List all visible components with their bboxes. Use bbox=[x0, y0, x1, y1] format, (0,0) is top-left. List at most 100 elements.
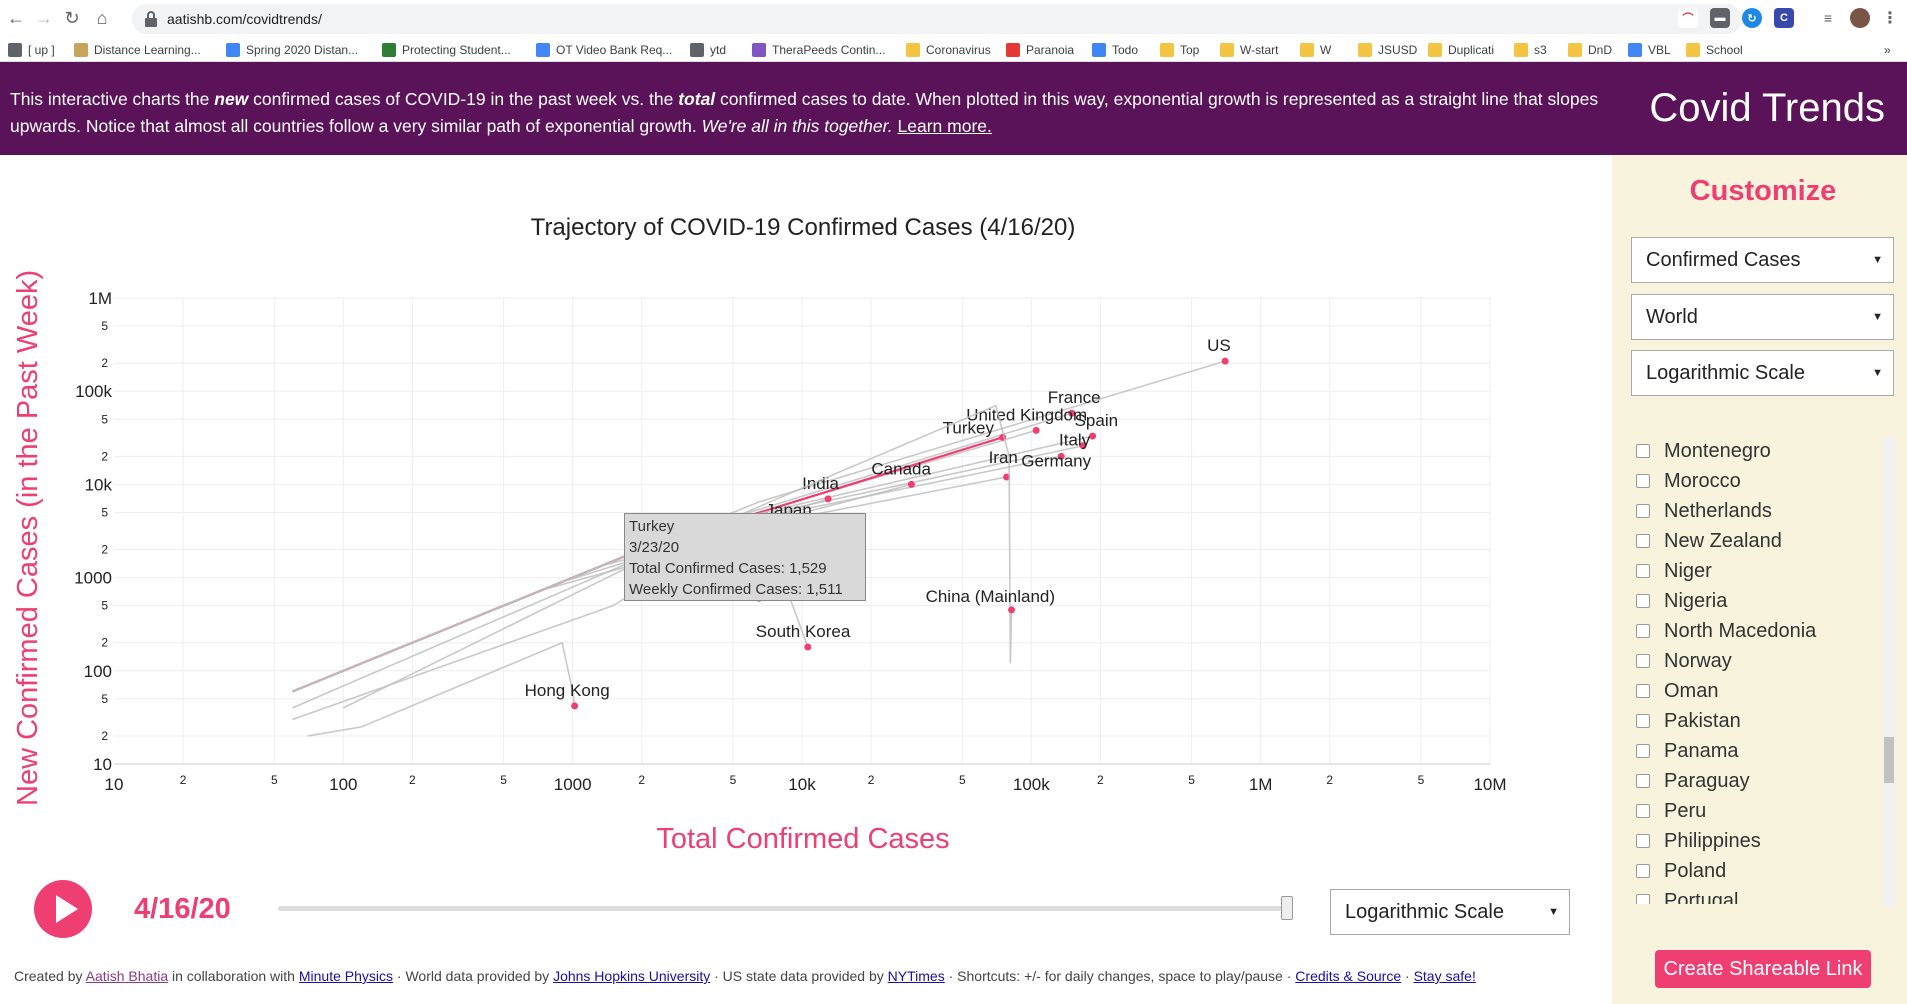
bookmark-item[interactable]: Top bbox=[1160, 41, 1199, 59]
back-icon[interactable]: ← bbox=[7, 7, 25, 28]
bookmark-icon bbox=[8, 43, 22, 57]
extension-c-icon[interactable]: C bbox=[1774, 8, 1794, 28]
country-item[interactable]: New Zealand bbox=[1636, 526, 1891, 556]
stay-safe-link[interactable]: Stay safe! bbox=[1413, 968, 1476, 984]
country-list-scrollbar[interactable] bbox=[1882, 437, 1896, 907]
country-item[interactable]: Poland bbox=[1636, 856, 1891, 886]
bookmark-label: OT Video Bank Req... bbox=[556, 43, 673, 57]
date-slider-thumb[interactable] bbox=[1281, 896, 1293, 920]
bookmark-item[interactable]: Duplicati bbox=[1428, 41, 1494, 59]
bookmark-item[interactable]: s3 bbox=[1514, 41, 1547, 59]
country-label: Morocco bbox=[1664, 469, 1741, 492]
country-item[interactable]: Paraguay bbox=[1636, 766, 1891, 796]
learn-more-link[interactable]: Learn more. bbox=[897, 116, 992, 136]
reload-icon[interactable]: ↻ bbox=[64, 7, 80, 28]
date-slider-track[interactable] bbox=[278, 906, 1286, 911]
jhu-link[interactable]: Johns Hopkins University bbox=[553, 968, 711, 984]
country-checkbox[interactable] bbox=[1636, 474, 1650, 488]
bookmark-item[interactable]: ytd bbox=[690, 41, 726, 59]
extension-sync-icon[interactable]: ↻ bbox=[1742, 8, 1762, 28]
bookmark-item[interactable]: VBL bbox=[1628, 41, 1671, 59]
country-list[interactable]: Montenegro Morocco Netherlands New Zealand N… bbox=[1636, 436, 1891, 904]
country-checkbox[interactable] bbox=[1636, 624, 1650, 638]
country-checkbox[interactable] bbox=[1636, 684, 1650, 698]
y-tick-label: 5 bbox=[101, 505, 108, 519]
country-checkbox[interactable] bbox=[1636, 834, 1650, 848]
bookmark-item[interactable]: Distance Learning... bbox=[74, 41, 201, 59]
country-checkbox[interactable] bbox=[1636, 774, 1650, 788]
country-item[interactable]: Nigeria bbox=[1636, 586, 1891, 616]
scrollbar-thumb[interactable] bbox=[1884, 737, 1894, 783]
country-checkbox[interactable] bbox=[1636, 504, 1650, 518]
bookmark-label: VBL bbox=[1648, 43, 1671, 57]
play-button[interactable] bbox=[34, 880, 92, 938]
y-tick-label: 5 bbox=[101, 412, 108, 426]
metric-select-value: Confirmed Cases bbox=[1646, 248, 1801, 271]
bookmark-icon bbox=[226, 43, 240, 57]
bookmarks-more-icon[interactable]: » bbox=[1884, 43, 1891, 57]
author-link[interactable]: Aatish Bhatia bbox=[85, 968, 169, 984]
credits-link[interactable]: Credits & Source bbox=[1295, 968, 1402, 984]
country-checkbox[interactable] bbox=[1636, 564, 1650, 578]
scale-select-bottom[interactable]: Logarithmic Scale ▼ bbox=[1330, 889, 1570, 935]
home-icon[interactable]: ⌂ bbox=[96, 7, 108, 28]
country-checkbox[interactable] bbox=[1636, 594, 1650, 608]
country-item[interactable]: Netherlands bbox=[1636, 496, 1891, 526]
bookmark-item[interactable]: DnD bbox=[1568, 41, 1612, 59]
country-item[interactable]: Panama bbox=[1636, 736, 1891, 766]
country-checkbox[interactable] bbox=[1636, 804, 1650, 818]
country-item[interactable]: Morocco bbox=[1636, 466, 1891, 496]
y-tick-label: 5 bbox=[101, 599, 108, 613]
trajectory-endpoint bbox=[1057, 452, 1065, 460]
x-tick-label: 2 bbox=[1097, 773, 1104, 787]
bookmark-item[interactable]: [ up ] bbox=[8, 41, 55, 59]
bookmark-item[interactable]: Spring 2020 Distan... bbox=[226, 41, 358, 59]
region-select[interactable]: World ▼ bbox=[1631, 294, 1894, 340]
country-checkbox[interactable] bbox=[1636, 894, 1650, 904]
bookmark-item[interactable]: Coronavirus bbox=[906, 41, 991, 59]
trajectory-endpoint bbox=[1032, 426, 1040, 434]
extension-cast-icon[interactable]: ▬ bbox=[1710, 8, 1730, 28]
bookmark-item[interactable]: School bbox=[1686, 41, 1743, 59]
extension-rainbow-icon[interactable]: ⌒ bbox=[1678, 8, 1698, 28]
country-item[interactable]: Philippines bbox=[1636, 826, 1891, 856]
bookmark-item[interactable]: Todo bbox=[1092, 41, 1138, 59]
country-checkbox[interactable] bbox=[1636, 714, 1650, 728]
country-item[interactable]: Norway bbox=[1636, 646, 1891, 676]
bookmark-icon bbox=[1514, 43, 1528, 57]
bookmark-item[interactable]: W-start bbox=[1220, 41, 1278, 59]
header-banner: This interactive charts the new confirme… bbox=[0, 62, 1907, 155]
bookmark-item[interactable]: JSUSD bbox=[1358, 41, 1417, 59]
forward-icon[interactable]: → bbox=[35, 7, 53, 28]
bookmark-item[interactable]: Protecting Student... bbox=[382, 41, 511, 59]
footer-text: in collaboration with bbox=[168, 968, 299, 984]
minute-physics-link[interactable]: Minute Physics bbox=[298, 968, 394, 984]
url-text: aatishb.com/covidtrends/ bbox=[167, 11, 322, 27]
country-label: Iran bbox=[989, 448, 1018, 467]
country-item[interactable]: Portugal bbox=[1636, 886, 1891, 904]
metric-select[interactable]: Confirmed Cases ▼ bbox=[1631, 237, 1894, 283]
country-checkbox[interactable] bbox=[1636, 534, 1650, 548]
intro-em-total: total bbox=[678, 89, 716, 109]
country-item[interactable]: Montenegro bbox=[1636, 436, 1891, 466]
scale-select-sidebar[interactable]: Logarithmic Scale ▼ bbox=[1631, 350, 1894, 396]
bookmark-item[interactable]: W bbox=[1300, 41, 1331, 59]
bookmark-item[interactable]: Paranoia bbox=[1006, 41, 1074, 59]
bookmark-item[interactable]: OT Video Bank Req... bbox=[536, 41, 672, 59]
profile-avatar[interactable] bbox=[1850, 8, 1870, 28]
country-item[interactable]: Peru bbox=[1636, 796, 1891, 826]
country-item[interactable]: Pakistan bbox=[1636, 706, 1891, 736]
country-checkbox[interactable] bbox=[1636, 654, 1650, 668]
country-item[interactable]: North Macedonia bbox=[1636, 616, 1891, 646]
country-checkbox[interactable] bbox=[1636, 744, 1650, 758]
bookmark-item[interactable]: TheraPeeds Contin... bbox=[752, 41, 885, 59]
create-shareable-link-button[interactable]: Create Shareable Link bbox=[1655, 950, 1871, 988]
media-queue-icon[interactable]: ≡ bbox=[1818, 8, 1838, 28]
address-bar[interactable]: aatishb.com/covidtrends/ ☆ bbox=[132, 4, 1742, 34]
country-checkbox[interactable] bbox=[1636, 444, 1650, 458]
menu-kebab-icon[interactable]: ⋮ bbox=[1880, 8, 1900, 28]
country-checkbox[interactable] bbox=[1636, 864, 1650, 878]
country-item[interactable]: Oman bbox=[1636, 676, 1891, 706]
nytimes-link[interactable]: NYTimes bbox=[887, 968, 945, 984]
country-item[interactable]: Niger bbox=[1636, 556, 1891, 586]
